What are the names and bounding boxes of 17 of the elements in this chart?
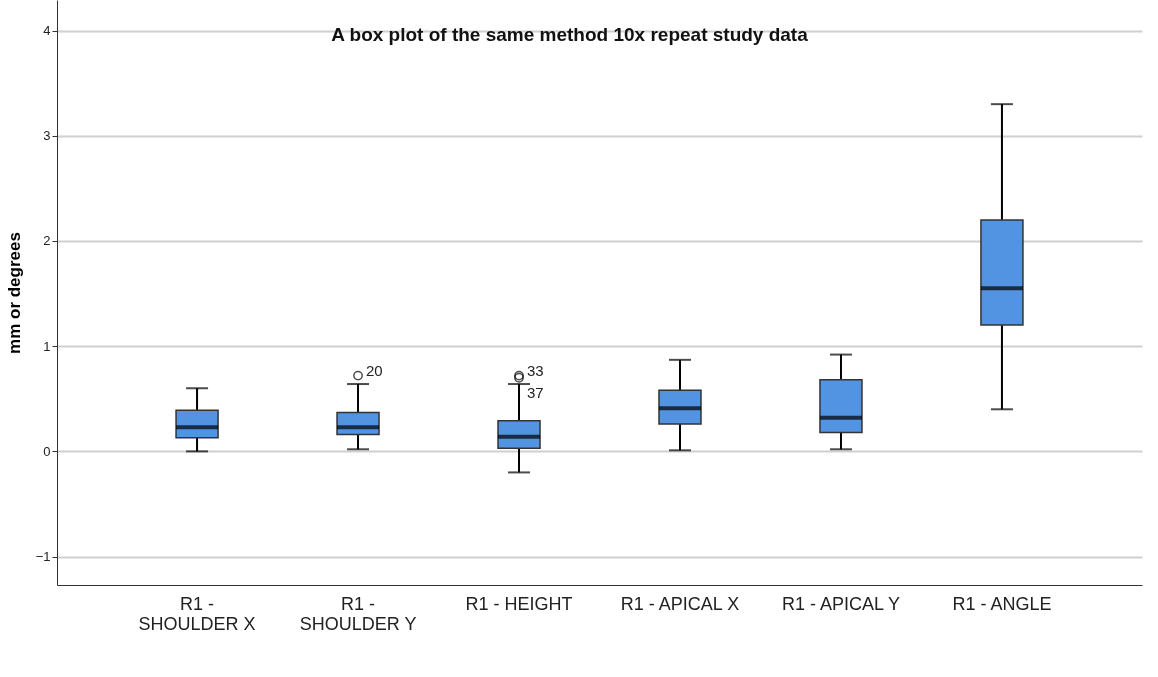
y-tick-label: 4 <box>43 23 51 39</box>
annotation: 20 <box>366 361 383 379</box>
x-tick-label: R1 - HEIGHT <box>465 593 573 614</box>
y-tick-label: −1 <box>35 549 51 565</box>
x-tick-label: R1 - APICAL X <box>620 593 740 614</box>
x-tick-label: R1 - ANGLE <box>952 593 1052 614</box>
x-tick-label: R1 - APICAL Y <box>781 593 900 614</box>
annotation: 37 <box>527 383 544 401</box>
x-tick-label: R1 - SHOULDER X <box>138 593 256 634</box>
y-tick-label: 3 <box>43 128 51 144</box>
annotation: 33 <box>527 361 544 379</box>
y-axis-title: mm or degrees <box>4 232 24 354</box>
y-tick-label: 0 <box>43 443 51 459</box>
y-tick-label: 2 <box>43 233 51 249</box>
x-tick-label: R1 - SHOULDER Y <box>299 593 417 634</box>
y-tick-label: 1 <box>43 338 51 354</box>
text: A box plot of the same method 10x repeat study data <box>331 24 809 45</box>
